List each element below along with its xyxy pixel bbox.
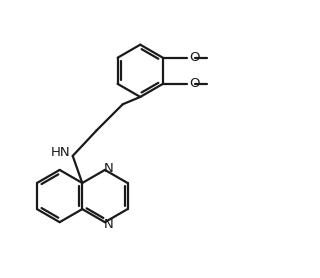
Text: N: N	[104, 218, 114, 231]
Text: O: O	[189, 51, 200, 64]
Text: O: O	[189, 77, 200, 90]
Text: HN: HN	[51, 146, 70, 159]
Text: N: N	[104, 162, 114, 175]
